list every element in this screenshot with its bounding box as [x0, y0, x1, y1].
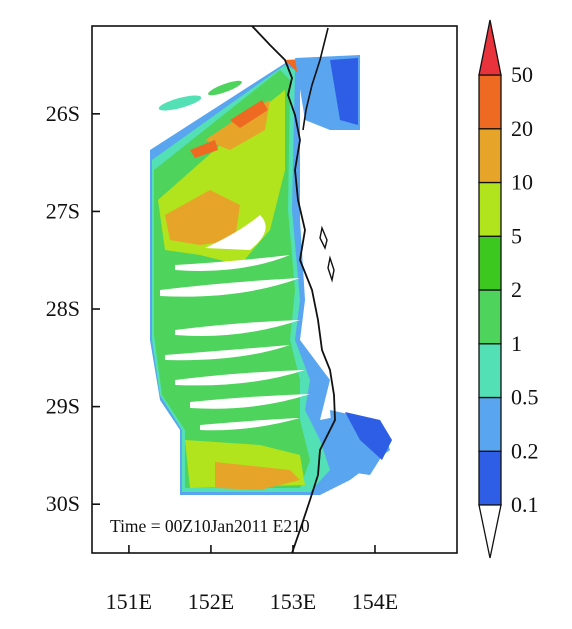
- colorbar-segment: [478, 450, 502, 506]
- rain-core-orange-1: [165, 190, 240, 245]
- colorbar: 50 20 10 5 2 1 0.5 0.2 0.1: [478, 19, 539, 559]
- rain-core-orange-3: [215, 462, 300, 490]
- ocean-rain-north-dark: [330, 58, 358, 125]
- lat-axis: 26S 27S 28S 29S 30S: [46, 101, 100, 516]
- colorbar-label: 0.5: [511, 385, 539, 410]
- rain-core-dark-orange-2: [190, 140, 218, 158]
- lon-axis: 151E 152E 153E 154E: [106, 545, 398, 614]
- colorbar-label: 0.2: [511, 438, 539, 463]
- coastline-fraser: [319, 225, 335, 283]
- colorbar-label: 50: [511, 62, 533, 87]
- lat-tick-label: 27S: [46, 198, 80, 223]
- colorbar-segment: [478, 128, 502, 184]
- colorbar-label: 0.1: [511, 492, 539, 517]
- colorbar-label: 10: [511, 170, 533, 195]
- dry-gaps: [160, 80, 345, 431]
- colorbar-label: 2: [511, 277, 522, 302]
- colorbar-segment: [478, 235, 502, 291]
- colorbar-label: 20: [511, 116, 533, 141]
- colorbar-label: 5: [511, 223, 522, 248]
- lon-tick-label: 152E: [188, 589, 234, 614]
- lat-tick-label: 28S: [46, 296, 80, 321]
- colorbar-segment: [478, 289, 502, 345]
- lat-tick-label: 26S: [46, 101, 80, 126]
- colorbar-segment: [478, 343, 502, 399]
- colorbar-max-arrow: [478, 19, 502, 76]
- coastline: [251, 25, 336, 554]
- rain-core-dark-orange-1: [230, 100, 268, 128]
- coastline-island: [302, 27, 329, 131]
- lon-tick-label: 153E: [270, 589, 316, 614]
- colorbar-segment: [478, 74, 502, 130]
- colorbar-min-arrow: [478, 504, 502, 559]
- time-annotation: Time = 00Z10Jan2011 E210: [110, 516, 310, 536]
- lon-tick-label: 151E: [106, 589, 152, 614]
- ocean-rain-south-dark: [345, 412, 392, 460]
- lat-tick-label: 30S: [46, 491, 80, 516]
- lat-tick-label: 29S: [46, 394, 80, 419]
- colorbar-label: 1: [511, 331, 522, 356]
- colorbar-segment: [478, 181, 502, 237]
- colorbar-segment: [478, 396, 502, 452]
- lon-tick-label: 154E: [352, 589, 398, 614]
- precipitation-field: [150, 55, 392, 495]
